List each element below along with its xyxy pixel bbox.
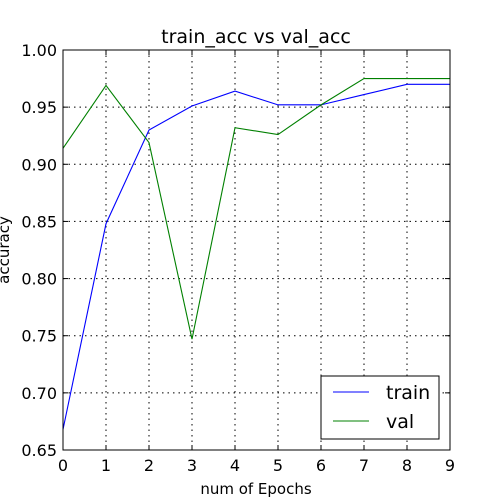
grid-lines <box>63 50 450 450</box>
legend-label-val: val <box>386 411 414 433</box>
x-tick-label: 7 <box>359 456 369 475</box>
y-axis-label: accuracy <box>0 216 13 284</box>
chart-title: train_acc vs val_acc <box>161 26 351 48</box>
axis-ticks: 0 1 2 3 4 5 6 7 8 9 0.65 0.70 0.75 0.80 0.85 0.90 0.95 1.… <box>21 41 455 475</box>
legend-label-train: train <box>386 382 430 404</box>
plot-frame <box>62 49 451 451</box>
x-tick-label: 2 <box>144 456 154 475</box>
x-tick-label: 0 <box>58 456 68 475</box>
x-tick-label: 8 <box>402 456 412 475</box>
x-tick-label: 9 <box>445 456 455 475</box>
series-line-train <box>62 83 450 430</box>
y-tick-label: 0.80 <box>21 270 57 289</box>
series-lines <box>62 78 450 430</box>
x-tick-label: 5 <box>273 456 283 475</box>
y-tick-label: 0.70 <box>21 384 57 403</box>
y-tick-label: 0.90 <box>21 155 57 174</box>
series-line-val <box>62 78 450 340</box>
x-tick-label: 1 <box>101 456 111 475</box>
x-tick-label: 3 <box>187 456 197 475</box>
x-axis-label: num of Epochs <box>200 480 312 498</box>
legend-box <box>320 375 440 440</box>
legend: train val <box>320 375 440 440</box>
y-tick-label: 0.65 <box>21 441 57 460</box>
y-tick-label: 0.85 <box>21 212 57 231</box>
y-tick-label: 1.00 <box>21 41 57 60</box>
y-tick-label: 0.75 <box>21 327 57 346</box>
x-tick-label: 6 <box>316 456 326 475</box>
y-tick-label: 0.95 <box>21 98 57 117</box>
x-tick-label: 4 <box>230 456 240 475</box>
